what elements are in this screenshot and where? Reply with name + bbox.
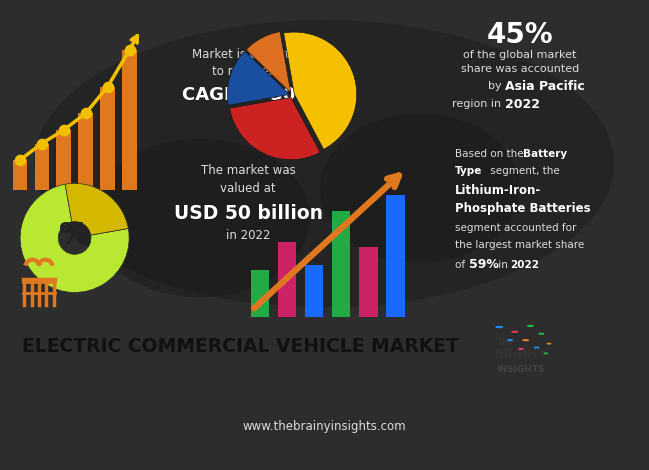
Bar	[56, 130, 71, 190]
Text: segment accounted for: segment accounted for	[455, 223, 576, 233]
Point	[36, 140, 47, 147]
Text: Based on the: Based on the	[455, 149, 527, 159]
Bar	[386, 195, 404, 317]
Circle shape	[523, 340, 528, 341]
Text: share was accounted: share was accounted	[461, 64, 579, 74]
Text: USD 50 billion: USD 50 billion	[173, 204, 323, 223]
Wedge shape	[65, 183, 129, 235]
Text: %: %	[59, 221, 90, 250]
Text: The market was: The market was	[201, 164, 295, 177]
Text: CAGR of 30%: CAGR of 30%	[182, 86, 313, 104]
Text: www.thebrainyinsights.com: www.thebrainyinsights.com	[243, 420, 406, 433]
Text: Battery: Battery	[523, 149, 567, 159]
Text: of the global market: of the global market	[463, 49, 577, 60]
Wedge shape	[230, 97, 320, 160]
Text: 2022: 2022	[505, 98, 540, 110]
Bar	[251, 270, 269, 317]
Text: of: of	[455, 260, 469, 270]
Wedge shape	[246, 31, 291, 93]
Text: in: in	[495, 260, 511, 270]
Bar	[332, 211, 350, 317]
Circle shape	[534, 347, 539, 348]
Text: valued at: valued at	[220, 182, 276, 195]
Point	[103, 83, 113, 90]
Text: 45%: 45%	[487, 21, 554, 49]
Text: BRAINY: BRAINY	[495, 348, 547, 361]
Text: 59%: 59%	[469, 258, 499, 271]
Ellipse shape	[90, 139, 310, 298]
Circle shape	[539, 333, 544, 334]
Point	[14, 157, 25, 164]
Wedge shape	[227, 51, 289, 105]
Bar	[123, 50, 137, 190]
Bar	[101, 86, 115, 190]
Text: Lithium-Iron-: Lithium-Iron-	[455, 184, 541, 197]
Bar	[278, 242, 297, 317]
Text: Asia Pacific: Asia Pacific	[505, 80, 585, 93]
Point	[58, 126, 69, 134]
Bar	[12, 160, 27, 190]
Point	[125, 46, 135, 54]
Text: Market is expected: Market is expected	[191, 48, 304, 61]
Circle shape	[512, 331, 518, 332]
Ellipse shape	[34, 20, 614, 307]
Point	[80, 110, 91, 117]
Wedge shape	[284, 32, 357, 149]
Text: by: by	[488, 81, 505, 91]
Bar	[305, 266, 323, 317]
Text: INSIGHTS: INSIGHTS	[496, 365, 545, 374]
Bar	[34, 143, 49, 190]
Text: region in: region in	[452, 99, 505, 109]
Text: THE: THE	[496, 338, 515, 347]
Text: 2022: 2022	[510, 260, 539, 270]
Text: segment, the: segment, the	[487, 165, 559, 175]
Circle shape	[508, 340, 513, 341]
Bar	[359, 247, 378, 317]
Bar	[79, 113, 93, 190]
Text: Type: Type	[455, 165, 482, 175]
Text: the largest market share: the largest market share	[455, 240, 584, 250]
Circle shape	[496, 327, 502, 328]
Text: in 2022: in 2022	[226, 229, 270, 243]
Text: Phosphate Batteries: Phosphate Batteries	[455, 202, 591, 215]
Text: ELECTRIC COMMERCIAL VEHICLE MARKET: ELECTRIC COMMERCIAL VEHICLE MARKET	[21, 337, 459, 356]
Text: to register a: to register a	[212, 65, 284, 78]
Ellipse shape	[320, 114, 520, 263]
Wedge shape	[20, 184, 129, 292]
